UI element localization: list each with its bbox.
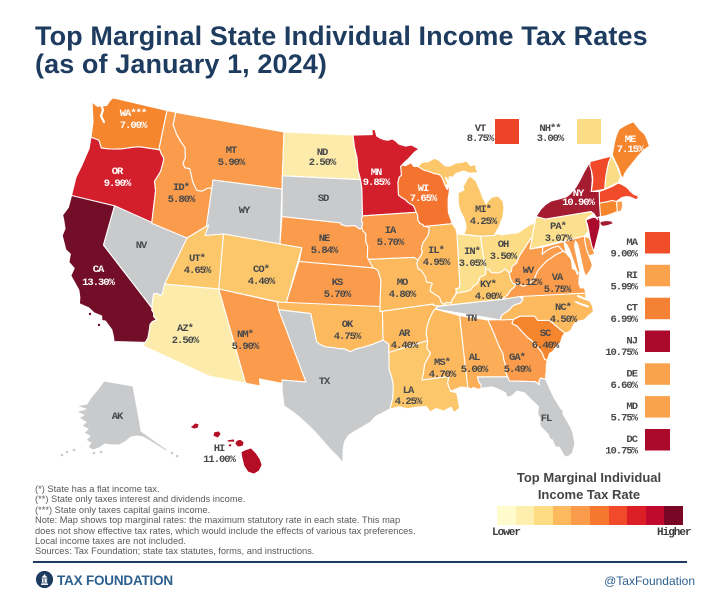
svg-text:10.75%: 10.75% xyxy=(605,347,639,359)
svg-text:5.80%: 5.80% xyxy=(168,194,196,206)
svg-text:UT*: UT* xyxy=(189,253,206,265)
svg-text:MD: MD xyxy=(626,401,637,413)
svg-text:NH**: NH** xyxy=(539,123,561,135)
svg-text:3.50%: 3.50% xyxy=(490,251,518,263)
svg-text:5.70%: 5.70% xyxy=(324,289,352,301)
svg-text:5.75%: 5.75% xyxy=(544,284,572,296)
svg-text:IL*: IL* xyxy=(428,245,445,257)
svg-text:5.00%: 5.00% xyxy=(461,364,489,376)
svg-text:OH: OH xyxy=(498,239,509,251)
svg-text:7.65%: 7.65% xyxy=(410,193,438,205)
svg-text:MT: MT xyxy=(226,145,237,157)
svg-text:AZ*: AZ* xyxy=(177,323,194,335)
svg-text:2.50%: 2.50% xyxy=(309,157,337,169)
svg-text:DC: DC xyxy=(626,434,638,446)
svg-text:10.90%: 10.90% xyxy=(562,197,596,209)
svg-text:RI: RI xyxy=(626,270,637,282)
svg-text:4.50%: 4.50% xyxy=(550,314,578,326)
svg-text:HI: HI xyxy=(214,443,225,455)
svg-text:NJ: NJ xyxy=(626,336,637,348)
svg-text:5.49%: 5.49% xyxy=(504,364,532,376)
svg-text:5.84%: 5.84% xyxy=(311,245,339,257)
svg-text:3.07%: 3.07% xyxy=(545,233,573,245)
svg-text:CO*: CO* xyxy=(253,264,270,276)
svg-text:CA: CA xyxy=(93,264,105,276)
svg-text:MA: MA xyxy=(626,237,638,249)
svg-text:KY*: KY* xyxy=(480,279,497,291)
svg-text:5.75%: 5.75% xyxy=(610,413,638,425)
svg-text:6.60%: 6.60% xyxy=(610,380,638,392)
svg-text:5.99%: 5.99% xyxy=(610,281,638,293)
svg-text:IN*: IN* xyxy=(464,246,481,258)
svg-text:10.75%: 10.75% xyxy=(605,446,639,458)
svg-text:5.70%: 5.70% xyxy=(377,237,405,249)
svg-text:NE: NE xyxy=(319,233,330,245)
svg-text:WI: WI xyxy=(418,183,429,195)
svg-text:4.80%: 4.80% xyxy=(389,289,417,301)
svg-text:9.85%: 9.85% xyxy=(363,177,391,189)
svg-text:6.40%: 6.40% xyxy=(532,340,560,352)
svg-text:DE: DE xyxy=(626,368,637,380)
svg-text:MO: MO xyxy=(397,277,408,289)
svg-text:WV: WV xyxy=(523,265,535,277)
svg-text:TX: TX xyxy=(319,376,331,388)
svg-text:VA: VA xyxy=(552,272,564,284)
svg-text:SD: SD xyxy=(318,193,329,205)
svg-text:5.12%: 5.12% xyxy=(515,277,543,289)
svg-text:CT: CT xyxy=(626,303,637,315)
svg-text:ND: ND xyxy=(317,147,328,159)
svg-text:PA*: PA* xyxy=(550,221,567,233)
svg-text:NM*: NM* xyxy=(237,329,254,341)
svg-text:4.65%: 4.65% xyxy=(184,265,212,277)
svg-text:6.99%: 6.99% xyxy=(610,314,638,326)
svg-text:5.90%: 5.90% xyxy=(232,341,260,353)
svg-text:AK: AK xyxy=(112,411,124,423)
svg-text:4.25%: 4.25% xyxy=(395,396,423,408)
svg-text:MN: MN xyxy=(371,167,382,179)
svg-text:MI*: MI* xyxy=(475,204,492,216)
svg-text:KS: KS xyxy=(332,277,343,289)
svg-text:ID*: ID* xyxy=(173,182,190,194)
svg-text:9.90%: 9.90% xyxy=(104,178,132,190)
svg-text:NC*: NC* xyxy=(555,302,572,314)
svg-text:4.25%: 4.25% xyxy=(470,216,498,228)
svg-text:WA***: WA*** xyxy=(120,108,147,120)
svg-text:ME: ME xyxy=(625,134,636,146)
svg-text:4.95%: 4.95% xyxy=(423,257,451,269)
svg-text:2.50%: 2.50% xyxy=(172,335,200,347)
svg-text:4.40%: 4.40% xyxy=(391,340,419,352)
svg-text:4.70%: 4.70% xyxy=(429,369,457,381)
svg-text:7.15%: 7.15% xyxy=(617,144,645,156)
svg-text:3.05%: 3.05% xyxy=(459,258,487,270)
svg-text:AR: AR xyxy=(399,328,411,340)
svg-text:SC: SC xyxy=(540,328,552,340)
svg-text:NV: NV xyxy=(136,240,148,252)
svg-text:GA*: GA* xyxy=(509,352,526,364)
svg-text:3.00%: 3.00% xyxy=(537,133,565,145)
svg-text:FL: FL xyxy=(541,413,552,425)
svg-text:13.30%: 13.30% xyxy=(82,277,116,289)
svg-text:VT: VT xyxy=(475,123,486,135)
svg-text:OK: OK xyxy=(342,319,354,331)
svg-text:4.00%: 4.00% xyxy=(475,291,503,303)
svg-text:4.40%: 4.40% xyxy=(248,276,276,288)
svg-text:11.00%: 11.00% xyxy=(203,454,237,466)
svg-text:9.00%: 9.00% xyxy=(610,249,638,261)
svg-text:AL: AL xyxy=(469,352,480,364)
svg-text:NY: NY xyxy=(573,188,585,200)
svg-text:MS*: MS* xyxy=(434,357,451,369)
svg-text:TN: TN xyxy=(466,313,477,325)
svg-text:7.00%: 7.00% xyxy=(120,120,148,132)
svg-text:8.75%: 8.75% xyxy=(467,133,495,145)
svg-text:OR: OR xyxy=(112,166,124,178)
svg-text:5.90%: 5.90% xyxy=(218,157,246,169)
svg-text:LA: LA xyxy=(403,385,415,397)
svg-text:WY: WY xyxy=(239,205,251,217)
svg-text:4.75%: 4.75% xyxy=(334,331,362,343)
svg-text:IA: IA xyxy=(385,225,397,237)
